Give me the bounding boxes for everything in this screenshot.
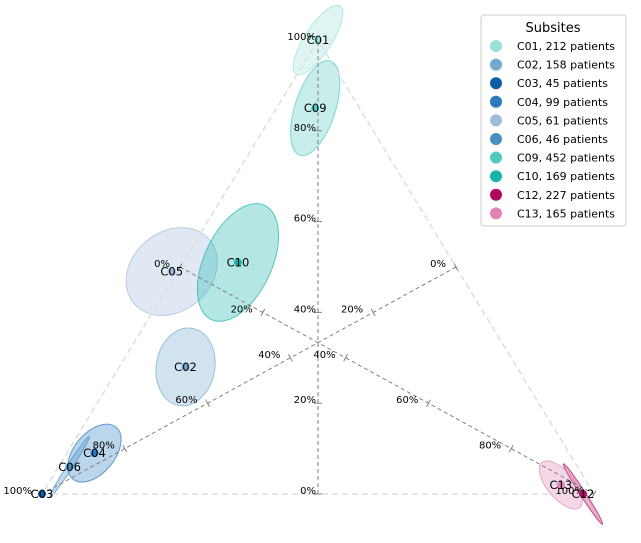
axis-lines [41, 40, 595, 495]
point-label-c03: C03 [31, 487, 54, 501]
legend-title: Subsites [526, 21, 581, 36]
legend-items: C01, 212 patients C02, 158 patients C03, 4… [490, 40, 615, 220]
legend-marker-c03 [490, 77, 502, 90]
point-c01 [314, 36, 322, 44]
left-axis-tick-label-2: 40% [313, 350, 335, 361]
point-c06 [65, 462, 74, 471]
left-axis-tick-label-3: 60% [396, 395, 418, 406]
legend-label-c01: C01, 212 patients [517, 40, 615, 53]
point-c02 [181, 362, 190, 371]
right-axis-tick-2 [288, 354, 293, 362]
legend-label-c05: C05, 61 patients [517, 114, 608, 127]
left-axis-tick-label-4: 80% [479, 441, 501, 452]
legend-label-c04: C04, 99 patients [517, 96, 608, 109]
right-axis-tick-label-3: 60% [175, 395, 197, 406]
right-axis-tick-4 [122, 444, 128, 453]
point-c05 [167, 267, 176, 276]
legend-marker-c13 [490, 207, 502, 220]
right-axis-tick-label-5: 100% [3, 486, 32, 497]
legend-marker-c10 [490, 170, 502, 183]
point-c13 [556, 480, 565, 489]
point-label-c10: C10 [227, 255, 250, 269]
vertical-axis-tick-label-5: 100% [287, 32, 316, 43]
legend-label-c13: C13, 165 patients [517, 207, 615, 220]
legend-marker-c12 [490, 188, 502, 201]
vertical-axis-tick-label-2: 40% [294, 304, 316, 315]
point-c09 [311, 104, 320, 113]
left-axis-tick-2 [343, 354, 348, 362]
legend-marker-c01 [490, 40, 502, 52]
axis-ticks: 0% 20% 40% 60% 80% 100% 0% 20% 40% 60% 80% 100% 0% 20… [3, 32, 597, 498]
left-axis-tick-0 [177, 263, 183, 271]
legend-label-c09: C09, 452 patients [517, 152, 615, 165]
legend-marker-c05 [490, 114, 502, 127]
left-axis-tick-5 [591, 490, 597, 498]
point-label-c13: C13 [550, 478, 573, 492]
legend-label-c10: C10, 169 patients [517, 170, 615, 183]
point-label-c01: C01 [307, 33, 330, 47]
left-axis-tick-label-0: 0% [154, 259, 170, 270]
left-axis-tick-4 [508, 444, 514, 453]
legend-box [480, 14, 627, 227]
left-axis-tick-label-5: 100% [555, 486, 584, 497]
point-c04 [90, 449, 99, 458]
point-c10 [233, 258, 242, 267]
legend-marker-c04 [490, 95, 502, 108]
vertical-axis-tick-label-0: 0% [300, 486, 316, 497]
point-label-c09: C09 [304, 101, 327, 115]
legend-marker-c06 [490, 133, 502, 145]
point-label-c02: C02 [174, 360, 197, 374]
legend-label-c12: C12, 227 patients [517, 189, 615, 202]
point-label-c06: C06 [58, 460, 81, 474]
point-label-c05: C05 [160, 265, 183, 279]
right-axis-tick-label-0: 0% [430, 259, 446, 270]
right-axis-tick-label-1: 20% [341, 304, 363, 315]
legend: Subsites C01, 212 patients C02, 158 patie… [480, 14, 627, 227]
legend-marker-c09 [490, 151, 502, 164]
legend-label-c02: C02, 158 patients [517, 59, 615, 72]
right-axis-tick-label-4: 80% [93, 441, 115, 452]
legend-marker-c02 [490, 58, 502, 71]
right-axis-tick-3 [205, 399, 210, 407]
left-axis-tick-1 [260, 308, 266, 317]
legend-label-c06: C06, 46 patients [517, 133, 608, 146]
point-c12 [578, 490, 587, 498]
point-c03 [38, 490, 46, 498]
legend-label-c03: C03, 45 patients [517, 77, 608, 90]
left-axis-tick-3 [426, 399, 431, 407]
right-axis-tick-0 [453, 263, 459, 271]
left-axis-tick-label-1: 20% [231, 304, 253, 315]
vertical-axis-tick-label-3: 60% [294, 214, 316, 225]
vertical-axis-tick-label-4: 80% [294, 123, 316, 134]
right-axis-tick-1 [370, 308, 376, 317]
right-axis-tick-label-2: 40% [258, 350, 280, 361]
left-axis [179, 266, 595, 495]
right-axis [41, 266, 457, 495]
vertical-axis-tick-label-1: 20% [294, 395, 316, 406]
point-label-c04: C04 [83, 446, 106, 460]
point-label-c12: C12 [572, 487, 595, 501]
